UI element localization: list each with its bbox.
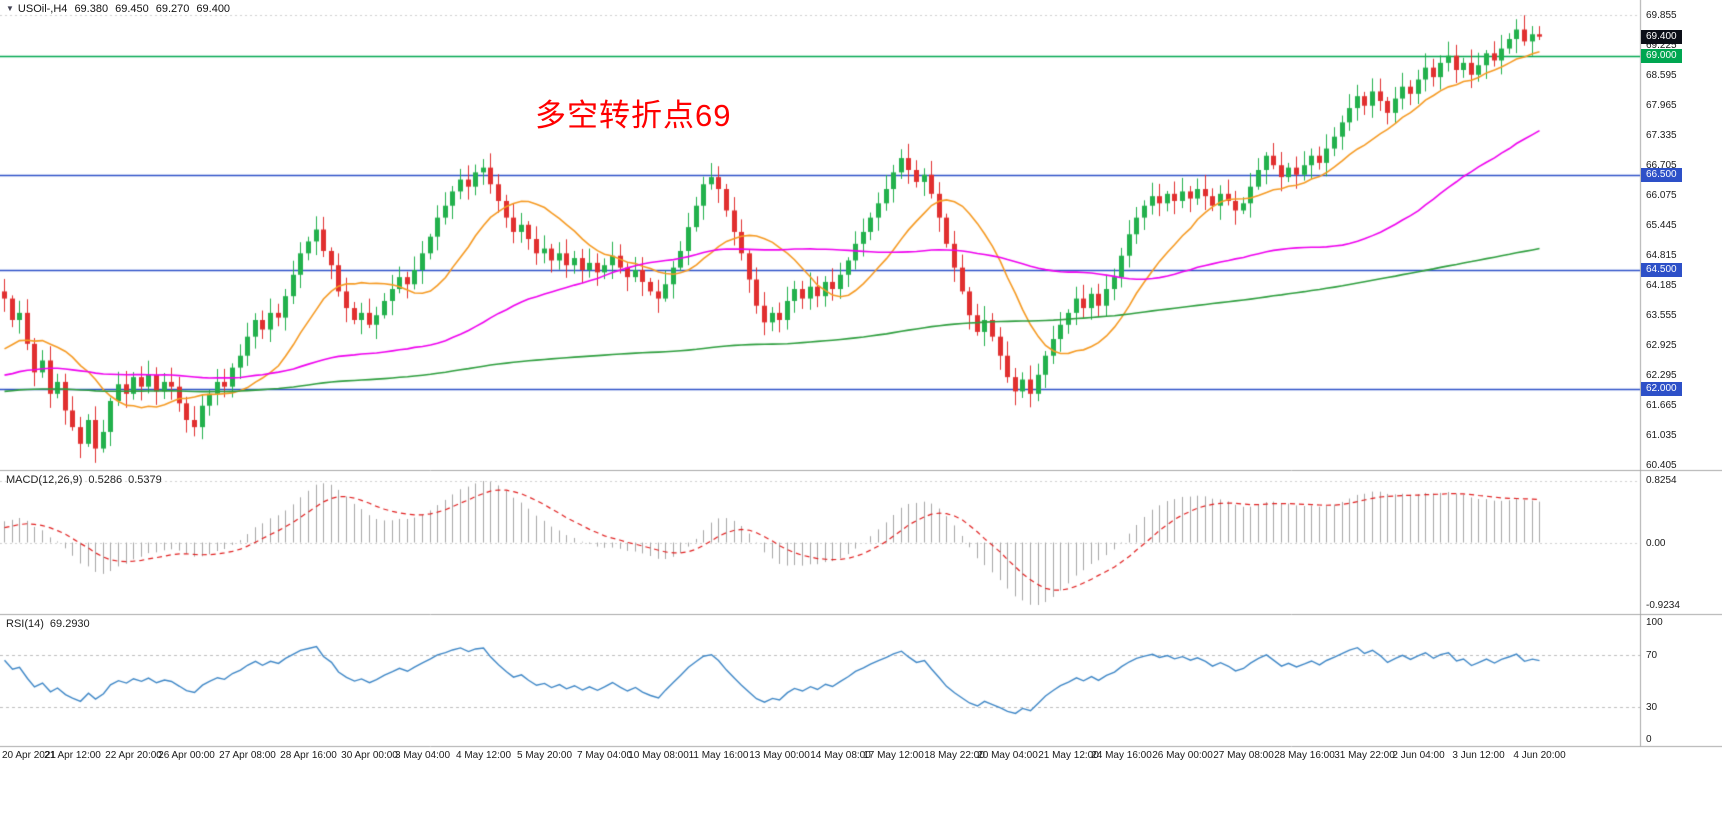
symbol-info: ▼ USOil-,H4 69.380 69.450 69.270 69.400 bbox=[6, 3, 237, 15]
macd-axis-bottom: -0.9234 bbox=[1646, 600, 1680, 611]
macd-name: MACD(12,26,9) bbox=[6, 474, 83, 486]
price-axis-tick: 69.225 bbox=[1646, 40, 1677, 51]
price-axis-tick: 64.815 bbox=[1646, 250, 1677, 261]
time-axis-label: 26 May 00:00 bbox=[1152, 750, 1213, 761]
time-axis-label: 5 May 20:00 bbox=[516, 750, 573, 761]
price-axis-tick: 69.855 bbox=[1646, 10, 1677, 21]
price-axis-tick: 65.445 bbox=[1646, 220, 1677, 231]
time-axis-label: 27 May 08:00 bbox=[1213, 750, 1274, 761]
ohlc-close: 69.400 bbox=[196, 3, 231, 15]
price-level-badge: 64.500 bbox=[1641, 263, 1682, 277]
price-axis-tick: 63.555 bbox=[1646, 310, 1677, 321]
time-axis-label: 27 Apr 08:00 bbox=[219, 750, 276, 761]
time-axis-label: 11 May 16:00 bbox=[688, 750, 749, 761]
price-axis-tick: 68.595 bbox=[1646, 70, 1677, 81]
time-axis-label: 17 May 12:00 bbox=[863, 750, 924, 761]
chart-canvas[interactable] bbox=[0, 0, 1722, 748]
time-axis-label: 21 Apr 12:00 bbox=[44, 750, 101, 761]
price-axis-tick: 66.705 bbox=[1646, 160, 1677, 171]
current-price-badge: 69.400 bbox=[1641, 29, 1682, 44]
ohlc-low: 69.270 bbox=[155, 3, 190, 15]
rsi-value: 69.2930 bbox=[49, 618, 90, 630]
collapse-chart-icon[interactable]: ▼ bbox=[6, 4, 14, 13]
time-axis-label: 28 Apr 16:00 bbox=[280, 750, 337, 761]
time-axis-label: 24 May 16:00 bbox=[1091, 750, 1152, 761]
rsi-name: RSI(14) bbox=[6, 618, 44, 630]
price-axis-tick: 60.405 bbox=[1646, 460, 1677, 471]
time-axis-label: 21 May 12:00 bbox=[1038, 750, 1099, 761]
time-axis-label: 3 Jun 12:00 bbox=[1452, 750, 1505, 761]
ohlc-open: 69.380 bbox=[74, 3, 109, 15]
time-axis-label: 4 Jun 20:00 bbox=[1513, 750, 1566, 761]
macd-main-value: 0.5286 bbox=[88, 474, 123, 486]
time-axis-label: 28 May 16:00 bbox=[1274, 750, 1335, 761]
time-axis-label: 13 May 00:00 bbox=[749, 750, 810, 761]
chart-annotation-text: 多空转折点69 bbox=[535, 98, 732, 133]
price-axis-tick: 62.925 bbox=[1646, 340, 1677, 351]
time-axis-label: 30 Apr 00:00 bbox=[341, 750, 398, 761]
time-axis-label: 3 May 04:00 bbox=[394, 750, 451, 761]
price-axis-tick: 67.335 bbox=[1646, 130, 1677, 141]
rsi-axis-70: 70 bbox=[1646, 650, 1658, 661]
rsi-axis-100: 100 bbox=[1646, 617, 1663, 628]
time-axis-label: 26 Apr 00:00 bbox=[158, 750, 215, 761]
time-axis-label: 31 May 22:00 bbox=[1334, 750, 1395, 761]
time-axis-label: 10 May 08:00 bbox=[628, 750, 689, 761]
time-axis-label: 20 Apr 2021 bbox=[2, 750, 56, 761]
rsi-axis-0: 0 bbox=[1646, 734, 1652, 745]
time-axis-label: 20 May 04:00 bbox=[977, 750, 1038, 761]
time-axis-label: 18 May 22:00 bbox=[924, 750, 985, 761]
time-axis-label: 14 May 08:00 bbox=[810, 750, 871, 761]
macd-signal-value: 0.5379 bbox=[128, 474, 162, 486]
ohlc-high: 69.450 bbox=[115, 3, 149, 15]
price-axis-tick: 66.075 bbox=[1646, 190, 1677, 201]
time-axis-label: 22 Apr 20:00 bbox=[105, 750, 162, 761]
price-axis-tick: 62.295 bbox=[1646, 370, 1677, 381]
rsi-axis-30: 30 bbox=[1646, 702, 1658, 713]
price-level-badge: 69.000 bbox=[1641, 48, 1682, 63]
time-axis-label: 7 May 04:00 bbox=[576, 750, 633, 761]
macd-indicator-label: MACD(12,26,9) 0.5286 0.5379 bbox=[6, 474, 168, 486]
macd-axis-zero: 0.00 bbox=[1646, 537, 1666, 549]
price-axis-tick: 61.665 bbox=[1646, 400, 1677, 411]
rsi-indicator-label: RSI(14) 69.2930 bbox=[6, 618, 96, 630]
time-axis-label: 2 Jun 04:00 bbox=[1392, 750, 1445, 761]
price-level-badge: 62.000 bbox=[1641, 382, 1682, 397]
macd-axis-top: 0.8254 bbox=[1646, 475, 1677, 486]
price-axis-tick: 67.965 bbox=[1646, 100, 1677, 111]
price-level-badge: 66.500 bbox=[1641, 167, 1682, 182]
time-axis-label: 4 May 12:00 bbox=[455, 750, 512, 761]
symbol-name: USOil-,H4 bbox=[17, 3, 68, 15]
price-axis-tick: 61.035 bbox=[1646, 430, 1677, 441]
price-axis-tick: 64.185 bbox=[1646, 280, 1677, 291]
